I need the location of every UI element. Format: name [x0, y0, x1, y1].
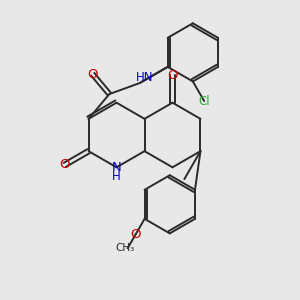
Text: O: O	[88, 68, 98, 81]
Text: HN: HN	[136, 71, 153, 84]
Text: Cl: Cl	[198, 94, 210, 107]
Text: N: N	[112, 161, 122, 174]
Text: O: O	[59, 158, 70, 171]
Text: H: H	[112, 170, 121, 183]
Text: O: O	[130, 228, 141, 241]
Text: O: O	[167, 69, 178, 82]
Text: CH₃: CH₃	[116, 243, 135, 253]
